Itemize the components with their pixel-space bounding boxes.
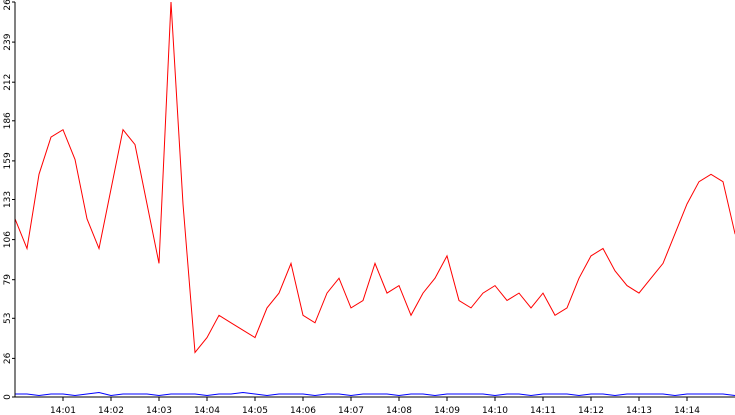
x-tick-label: 14:13	[626, 406, 652, 415]
x-tick-label: 14:01	[50, 406, 76, 415]
x-tick-label: 14:06	[290, 406, 316, 415]
y-tick-label: 26	[3, 352, 13, 364]
series-line-1	[14, 1, 735, 354]
y-tick-label: 159	[3, 152, 13, 169]
x-tick-label: 14:04	[194, 406, 220, 415]
y-tick-label: 239	[3, 33, 13, 50]
axes-layer: 0 26 53 79 106 133 159 186 212 239 266 14:01 14:02 14…	[3, 0, 735, 415]
y-tick-label: 186	[3, 112, 13, 129]
x-tick-label: 14:14	[674, 406, 700, 415]
x-tick-label: 14:11	[530, 406, 556, 415]
y-tick-label: 0	[3, 394, 13, 400]
series-line-2	[15, 391, 735, 397]
x-tick-label: 14:03	[146, 406, 172, 415]
x-tick-label: 14:08	[386, 406, 412, 415]
x-tick-label: 14:12	[578, 406, 604, 415]
x-tick-label: 14:10	[482, 406, 508, 415]
x-tick-label: 14:09	[434, 406, 460, 415]
series-layer	[14, 1, 735, 397]
y-tick-label: 133	[3, 191, 13, 208]
y-tick-label: 53	[3, 313, 13, 324]
x-tick-label: 14:05	[242, 406, 268, 415]
y-tick-label: 79	[3, 274, 13, 286]
x-tick-label: 14:02	[98, 406, 124, 415]
y-tick-label: 212	[3, 74, 13, 91]
y-tick-label: 106	[3, 231, 13, 248]
x-tick-label: 14:07	[338, 406, 364, 415]
y-tick-label: 266	[3, 0, 13, 11]
